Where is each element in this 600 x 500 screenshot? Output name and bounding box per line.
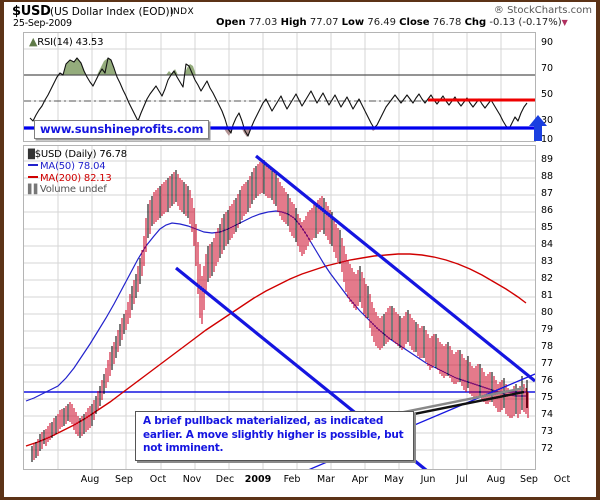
price-ytick-77: 77 [541, 358, 554, 369]
change-value: -0.13 (-0.17%) [489, 17, 562, 28]
xtick-sep-2009: Sep [520, 474, 538, 485]
price-ytick-86: 86 [541, 205, 554, 216]
open-value: 77.03 [248, 17, 278, 28]
xtick-year-2009: 2009 [244, 474, 272, 485]
low-label: Low [341, 17, 365, 28]
price-legend-volume-text: Volume undef [39, 184, 107, 196]
price-ytick-83: 83 [541, 256, 554, 267]
price-ytick-78: 78 [541, 341, 554, 352]
ma50-swatch-icon [28, 164, 38, 167]
open-label: Open [216, 17, 246, 28]
price-legend-ma200-row: MA(200) 82.13 [28, 173, 127, 184]
ma200-line [25, 253, 527, 447]
price-ytick-74: 74 [541, 409, 554, 420]
rsi-legend: ▲RSI(14) 43.53 [29, 35, 103, 48]
price-ytick-85: 85 [541, 222, 554, 233]
candlestick-series [31, 160, 529, 462]
xtick-aug-2008: Aug [80, 474, 100, 485]
close-label: Close [399, 17, 430, 28]
price-ytick-82: 82 [541, 273, 554, 284]
rsi-mountain-icon: ▲ [29, 35, 38, 48]
watermark-badge: www.sunshineprofits.com [34, 120, 210, 139]
price-ytick-81: 81 [541, 290, 554, 301]
change-label: Chg [464, 17, 487, 28]
xtick-nov-2008: Nov [182, 474, 202, 485]
candlestick-icon: █ [28, 150, 35, 160]
rsi-ytick-10: 10 [541, 134, 554, 145]
change-down-triangle-icon: ▼ [561, 18, 568, 27]
close-value: 76.78 [432, 17, 462, 28]
price-ytick-87: 87 [541, 188, 554, 199]
xtick-sep-2008: Sep [115, 474, 133, 485]
price-ytick-73: 73 [541, 426, 554, 437]
stockcharts-logo: ® StockCharts.com [493, 5, 592, 16]
xtick-may-2009: May [384, 474, 404, 485]
price-ytick-80: 80 [541, 307, 554, 318]
xtick-oct-2009: Oct [553, 474, 571, 485]
rsi-legend-text: RSI(14) 43.53 [37, 37, 104, 48]
price-legend-symbol-text: $USD (Daily) 76.78 [34, 149, 127, 160]
high-label: High [280, 17, 307, 28]
ohlc-quote-bar: Open 77.03 High 77.07 Low 76.49 Close 76… [216, 17, 568, 28]
price-legend-ma50-text: MA(50) 78.04 [40, 161, 106, 173]
xtick-aug-2009: Aug [486, 474, 506, 485]
xtick-oct-2008: Oct [149, 474, 167, 485]
xtick-dec-2008: Dec [215, 474, 235, 485]
price-legend-volume-row: ▌▌Volume undef [28, 184, 127, 196]
symbol-description: (US Dollar Index (EOD)) [50, 6, 174, 18]
annotation-text: A brief pullback materialized, as indica… [143, 415, 404, 455]
price-ytick-88: 88 [541, 171, 554, 182]
quote-date: 25-Sep-2009 [13, 18, 72, 29]
rsi-ytick-30: 30 [541, 115, 554, 126]
symbol-exchange: INDX [170, 7, 195, 17]
xtick-mar-2009: Mar [317, 474, 335, 485]
annotation-callout: A brief pullback materialized, as indica… [135, 411, 414, 461]
price-plot [24, 146, 535, 469]
rsi-overbought-shading [63, 58, 196, 75]
rsi-ytick-50: 50 [541, 89, 554, 100]
rsi-up-arrow-icon [529, 115, 547, 141]
rsi-horizontal-gridlines [24, 48, 535, 128]
price-ytick-75: 75 [541, 392, 554, 403]
price-legend: █$USD (Daily) 76.78 MA(50) 78.04 MA(200)… [28, 149, 127, 197]
price-ytick-76: 76 [541, 375, 554, 386]
symbol-ticker: $USD [12, 4, 51, 19]
channel-upper-trendline [254, 154, 535, 383]
price-ytick-89: 89 [541, 154, 554, 165]
price-legend-ma200-text: MA(200) 82.13 [40, 172, 112, 184]
high-value: 77.07 [309, 17, 339, 28]
price-ytick-84: 84 [541, 239, 554, 250]
price-legend-ma50-row: MA(50) 78.04 [28, 161, 127, 172]
xtick-apr-2009: Apr [351, 474, 369, 485]
watermark-text: www.sunshineprofits.com [40, 122, 204, 136]
xtick-jun-2009: Jun [420, 474, 436, 485]
low-value: 76.49 [367, 17, 396, 28]
price-ytick-72: 72 [541, 443, 554, 454]
rsi-ytick-90: 90 [541, 37, 554, 48]
volume-bars-icon: ▌▌ [28, 185, 41, 196]
price-legend-symbol-row: █$USD (Daily) 76.78 [28, 149, 127, 161]
xtick-feb-2009: Feb [283, 474, 301, 485]
ma200-swatch-icon [28, 175, 38, 178]
price-ytick-79: 79 [541, 324, 554, 335]
chart-header: $USD (US Dollar Index (EOD)) INDX ® Stoc… [4, 2, 596, 32]
xtick-jul-2009: Jul [456, 474, 468, 485]
rsi-ytick-70: 70 [541, 63, 554, 74]
